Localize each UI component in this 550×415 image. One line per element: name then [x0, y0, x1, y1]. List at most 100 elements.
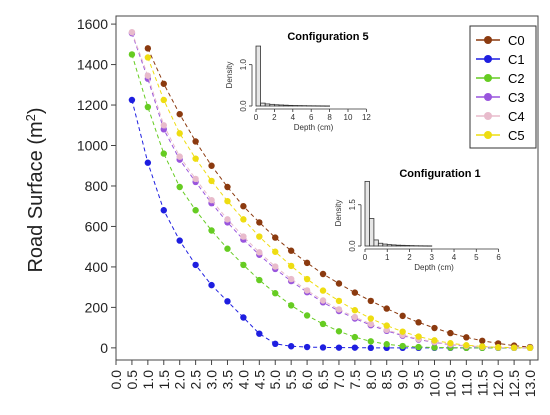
- legend-label: C1: [508, 52, 525, 67]
- x-tick-label: 10.0: [426, 370, 442, 397]
- inset-x-tick-label: 0: [254, 113, 259, 122]
- data-point: [399, 328, 406, 335]
- legend-label: C0: [508, 33, 525, 48]
- x-tick-label: 0.5: [124, 370, 140, 390]
- data-point: [399, 342, 406, 350]
- data-point: [351, 289, 359, 296]
- inset-x-tick-label: 2: [407, 253, 412, 262]
- data-point: [160, 80, 167, 87]
- data-point: [144, 45, 152, 52]
- data-point: [208, 281, 215, 289]
- data-point: [256, 233, 263, 240]
- data-point: [303, 275, 311, 283]
- x-tick-label: 4.5: [251, 370, 267, 390]
- histogram-bar: [386, 244, 393, 247]
- y-tick-label: 600: [85, 218, 109, 234]
- data-point: [272, 234, 279, 241]
- data-point: [367, 315, 374, 322]
- data-point: [128, 96, 136, 104]
- inset-x-tick-label: 12: [362, 113, 371, 122]
- data-point: [303, 287, 311, 294]
- data-point: [224, 245, 231, 252]
- data-point: [335, 328, 343, 335]
- x-tick-label: 1.0: [140, 370, 156, 390]
- x-tick-label: 3.5: [219, 370, 235, 390]
- data-point: [367, 344, 374, 352]
- data-point: [335, 280, 343, 287]
- data-point: [192, 207, 199, 214]
- data-point: [160, 150, 167, 157]
- x-tick-label: 7.5: [347, 370, 363, 390]
- data-point: [144, 159, 152, 166]
- y-axis-label-main: Road Surface (m: [25, 121, 47, 272]
- legend-label: C2: [508, 71, 525, 86]
- data-point: [351, 313, 359, 321]
- data-point: [526, 344, 534, 352]
- x-tick-label: 7.0: [331, 370, 347, 390]
- data-point: [287, 262, 295, 270]
- data-point: [431, 324, 438, 332]
- x-tick-label: 10.5: [442, 370, 458, 397]
- x-tick-label: 9.0: [395, 370, 411, 390]
- data-point: [176, 110, 183, 118]
- data-point: [415, 343, 422, 351]
- data-point: [494, 344, 502, 351]
- data-point: [367, 297, 374, 305]
- data-point: [287, 247, 295, 254]
- data-point: [303, 312, 311, 319]
- x-tick-label: 9.5: [411, 370, 427, 390]
- histogram-bar: [287, 104, 294, 107]
- legend-marker: [484, 74, 492, 82]
- data-point: [224, 216, 231, 223]
- histogram-bar: [278, 104, 284, 107]
- legend-label: C3: [508, 90, 525, 105]
- inset-x-tick-label: 5: [474, 253, 479, 262]
- data-point: [415, 333, 422, 340]
- data-point: [319, 287, 327, 294]
- x-tick-label: 8.0: [363, 370, 379, 390]
- inset-y-tick-label: 0.0: [348, 240, 357, 252]
- data-point: [208, 177, 215, 185]
- histogram-bar: [404, 245, 410, 247]
- data-point: [447, 329, 454, 337]
- data-point: [224, 298, 231, 305]
- data-point: [192, 155, 199, 162]
- data-point: [272, 340, 279, 348]
- inset-y-tick-label: 1.5: [348, 199, 357, 211]
- data-point: [335, 297, 343, 305]
- x-tick-label: 6.5: [315, 370, 331, 390]
- inset-x-tick-label: 0: [363, 253, 368, 262]
- data-point: [351, 333, 359, 341]
- data-point: [335, 344, 343, 351]
- x-tick-label: 3.0: [204, 370, 220, 390]
- inset-title: Configuration 5: [287, 31, 368, 43]
- inset-y-axis-label: Density: [334, 200, 343, 227]
- data-point: [367, 320, 374, 328]
- data-point: [192, 175, 199, 183]
- histogram-bar: [273, 104, 280, 107]
- data-point: [351, 307, 359, 314]
- legend-marker: [484, 55, 492, 63]
- data-point: [240, 203, 247, 210]
- data-point: [383, 305, 390, 312]
- legend-item-c5: C5: [476, 128, 525, 143]
- data-point: [431, 337, 438, 344]
- data-point: [303, 343, 311, 351]
- data-point: [479, 343, 486, 350]
- y-tick-label: 1600: [77, 16, 108, 32]
- data-point: [256, 219, 263, 226]
- y-tick-label: 1000: [77, 138, 108, 154]
- data-point: [240, 314, 247, 321]
- data-point: [240, 216, 247, 223]
- x-tick-label: 0.0: [108, 370, 124, 390]
- y-tick-label: 200: [85, 299, 109, 315]
- data-point: [319, 270, 327, 278]
- legend-label: C4: [508, 109, 525, 124]
- inset-x-tick-label: 4: [291, 113, 296, 122]
- data-point: [160, 122, 167, 129]
- data-point: [160, 207, 167, 214]
- data-point: [208, 162, 215, 169]
- data-point: [272, 290, 279, 297]
- data-point: [287, 275, 295, 283]
